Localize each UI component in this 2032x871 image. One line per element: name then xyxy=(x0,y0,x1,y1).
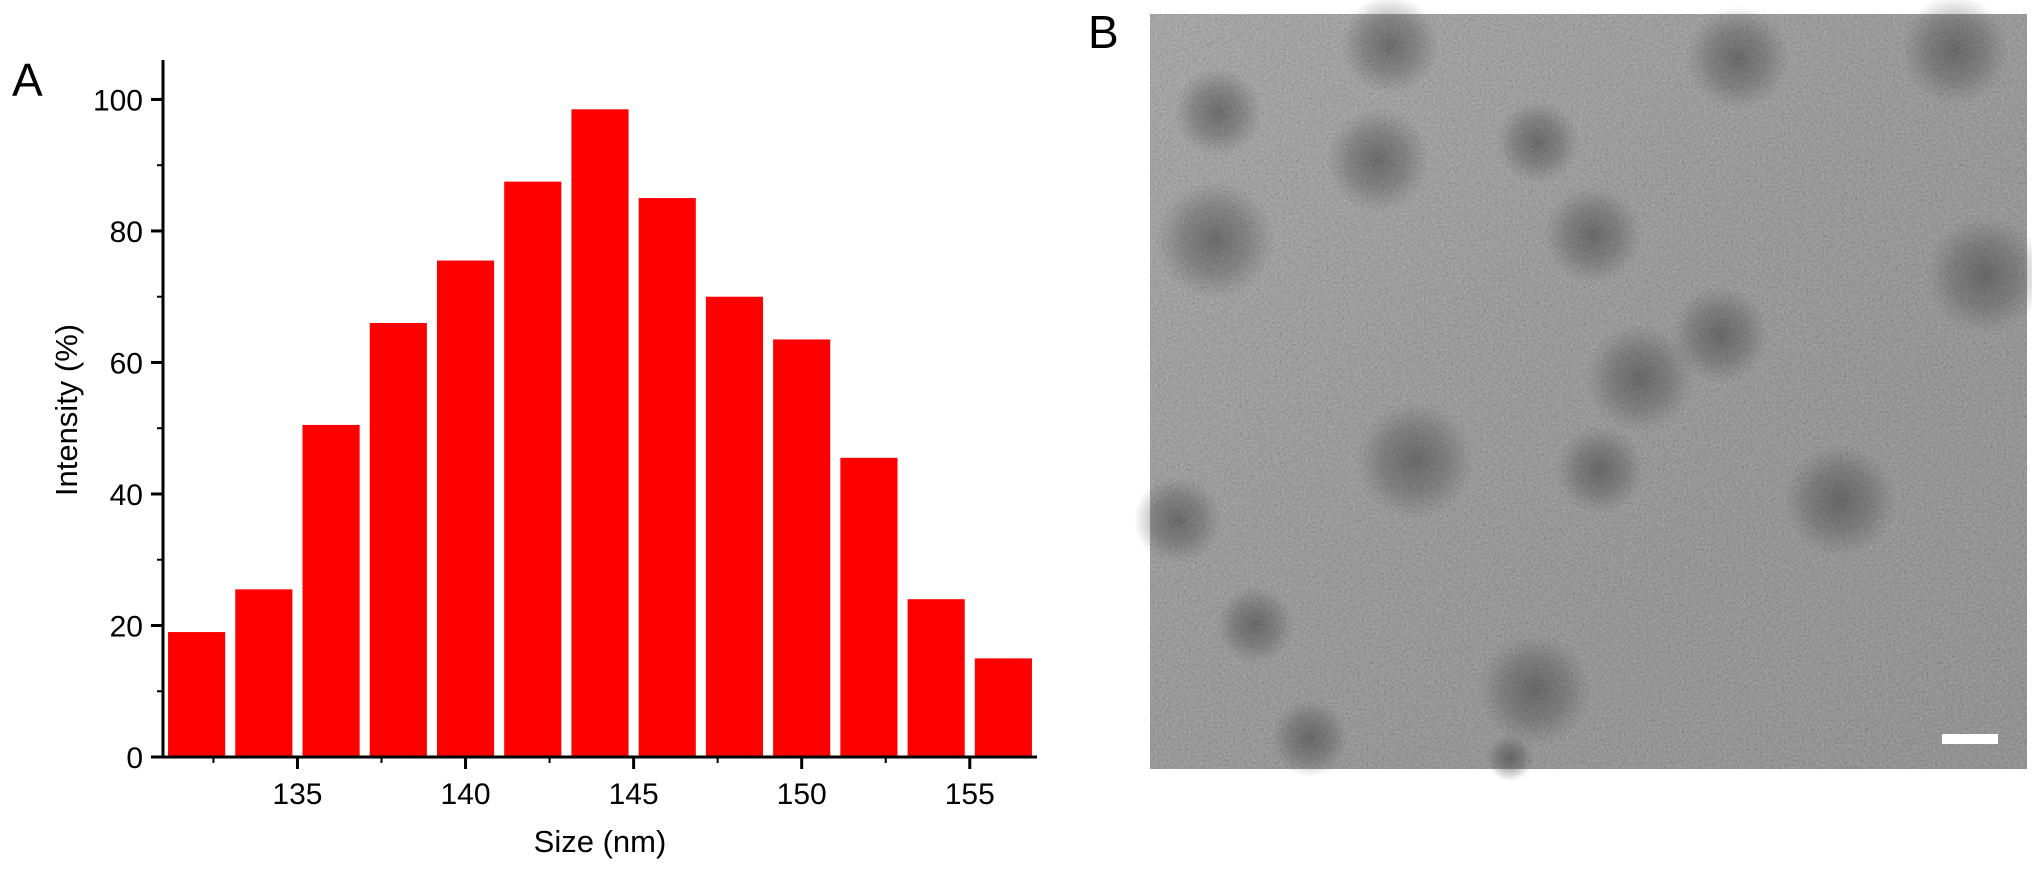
x-tick-label: 145 xyxy=(609,778,659,811)
bar-156 xyxy=(974,658,1032,757)
y-tick-label: 20 xyxy=(110,610,143,643)
bar-150 xyxy=(773,339,831,757)
y-tick-label: 80 xyxy=(110,216,143,249)
bar-140 xyxy=(436,260,495,757)
bar-148 xyxy=(705,296,764,757)
panel-b-label: B xyxy=(1088,6,1119,58)
x-tick-label: 150 xyxy=(777,778,827,811)
nanoparticle xyxy=(1326,108,1430,212)
nanoparticle xyxy=(1133,475,1223,565)
panel-a-label: A xyxy=(12,54,43,106)
x-tick-label: 140 xyxy=(441,778,491,811)
nanoparticle xyxy=(1543,185,1643,285)
tem-micrograph-image xyxy=(1133,0,2032,782)
y-tick-label: 0 xyxy=(126,742,143,775)
nanoparticle xyxy=(1340,0,1440,95)
y-tick-label: 60 xyxy=(110,347,143,380)
nanoparticle xyxy=(1585,323,1695,433)
nanoparticle xyxy=(1496,100,1580,184)
bar-154 xyxy=(907,599,965,757)
nanoparticle xyxy=(1155,180,1275,300)
bar-144 xyxy=(571,109,629,757)
nanoparticle xyxy=(1355,400,1475,520)
x-tick-label: 135 xyxy=(272,778,322,811)
bar-146 xyxy=(638,198,696,757)
nanoparticle xyxy=(1782,442,1898,558)
nanoparticle xyxy=(1486,734,1534,782)
bar-142 xyxy=(504,181,562,757)
y-ticks-group: 0 20 40 60 80 100 xyxy=(93,84,163,775)
nanoparticle xyxy=(1925,215,2032,335)
nanoparticle xyxy=(1686,6,1790,110)
bar-152 xyxy=(840,457,898,757)
x-tick-label: 155 xyxy=(945,778,995,811)
bar-chart: 0 20 40 60 80 100 135 140 145 150 155 Intensity (… xyxy=(49,60,1037,859)
y-axis-title: Intensity (%) xyxy=(49,324,84,496)
nanoparticle xyxy=(1555,425,1645,515)
nanoparticle xyxy=(1216,586,1294,664)
bar-138 xyxy=(369,323,427,757)
nanoparticles-group xyxy=(1133,0,2032,782)
nanoparticle xyxy=(1271,699,1349,777)
bar-134 xyxy=(235,589,293,757)
y-tick-label: 100 xyxy=(93,84,143,117)
nanoparticle xyxy=(1477,632,1593,748)
y-tick-label: 40 xyxy=(110,479,143,512)
scale-bar-icon xyxy=(1942,734,1998,744)
nanoparticle xyxy=(1900,0,2010,105)
x-ticks-group: 135 140 145 150 155 xyxy=(212,757,995,811)
nanoparticle xyxy=(1173,67,1263,157)
nanoparticle xyxy=(1670,285,1770,385)
bars-group xyxy=(168,109,1032,757)
x-axis-title: Size (nm) xyxy=(534,824,667,859)
bar-136 xyxy=(302,424,360,757)
bar-132 xyxy=(168,632,226,757)
